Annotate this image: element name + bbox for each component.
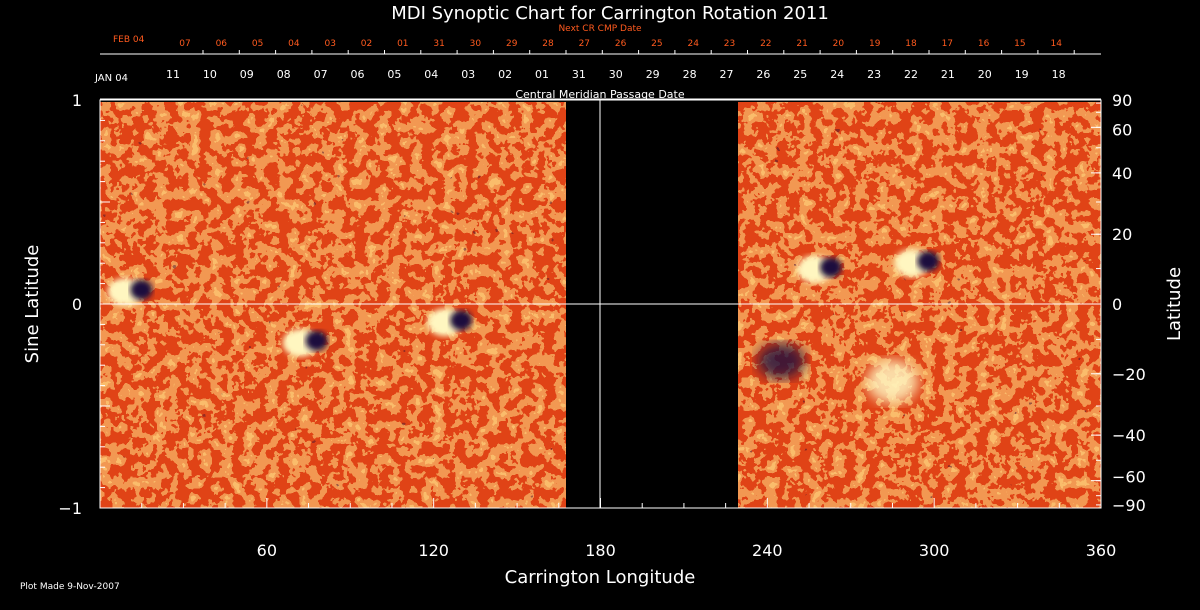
y-axis-left-label: Sine Latitude [22, 245, 43, 364]
current-date: 08 [277, 68, 291, 81]
next-cr-date: 06 [216, 39, 228, 49]
next-cr-date: 02 [361, 39, 372, 49]
next-cr-date: 23 [724, 39, 735, 49]
next-cr-date: 16 [978, 39, 990, 49]
chart-title: MDI Synoptic Chart for Carrington Rotati… [391, 3, 829, 24]
y-axis-left: 1 0 −1 [58, 91, 110, 518]
next-cr-date: 28 [542, 39, 554, 49]
magnetogram-left-panel [100, 102, 566, 508]
current-month: JAN 04 [94, 73, 128, 84]
y-right-tick-label: 20 [1112, 225, 1132, 244]
next-cr-date: 22 [760, 39, 771, 49]
next-cr-date: 26 [615, 39, 627, 49]
plot-made-footer: Plot Made 9-Nov-2007 [20, 582, 120, 592]
y-right-tick-label: −60 [1112, 468, 1146, 487]
next-cr-date: 07 [179, 39, 190, 49]
current-date: 02 [498, 68, 512, 81]
current-date: 29 [646, 68, 660, 81]
next-cr-date: 25 [651, 39, 662, 49]
next-cr-date: 21 [796, 39, 807, 49]
next-cr-label: Next CR CMP Date [558, 24, 642, 34]
next-cr-date: 01 [397, 39, 408, 49]
magnetogram-right-panel [738, 102, 1101, 508]
current-date: 09 [240, 68, 254, 81]
current-date: 24 [830, 68, 844, 81]
y-right-tick-label: 60 [1112, 120, 1132, 139]
negative-polarity-region [757, 343, 806, 380]
y-right-tick-label: −20 [1112, 365, 1146, 384]
next-cr-date: 15 [1014, 39, 1025, 49]
current-date: 18 [1052, 68, 1066, 81]
current-date: 25 [793, 68, 807, 81]
y-left-tick-label: 1 [72, 91, 82, 110]
current-date: 07 [314, 68, 328, 81]
next-cr-date: 03 [324, 39, 335, 49]
next-cr-date: 27 [579, 39, 590, 49]
next-cr-date: 20 [833, 39, 845, 49]
current-cr-axis: JAN 04 11 10 09 08 07 06 05 04 03 02 01 31 30 29 28 27 2… [94, 68, 1101, 101]
x-tick-label: 60 [257, 541, 277, 560]
y-axis-right: 90 60 40 20 0 −20 −40 −60 −90 [1091, 91, 1146, 515]
x-tick-label: 360 [1086, 541, 1117, 560]
next-cr-date: 18 [905, 39, 917, 49]
current-date: 04 [424, 68, 438, 81]
x-axis-label: Carrington Longitude [505, 567, 696, 588]
y-right-tick-label: 90 [1112, 91, 1132, 110]
x-tick-label: 240 [752, 541, 783, 560]
current-date: 31 [572, 68, 586, 81]
x-axis: 60 120 180 240 300 360 [99, 498, 1117, 560]
current-date: 05 [387, 68, 401, 81]
negative-polarity-region [819, 257, 842, 278]
next-cr-date: 14 [1050, 39, 1062, 49]
next-cr-date: 19 [869, 39, 881, 49]
next-cr-date: 05 [252, 39, 263, 49]
current-date: 26 [756, 68, 770, 81]
cmp-label: Central Meridian Passage Date [515, 88, 684, 101]
next-cr-date: 31 [433, 39, 444, 49]
current-date: 30 [609, 68, 623, 81]
next-cr-date: 24 [687, 39, 699, 49]
data-gap [566, 102, 738, 508]
y-axis-right-label: Latitude [1164, 267, 1185, 341]
current-date: 10 [203, 68, 217, 81]
x-tick-label: 120 [418, 541, 449, 560]
current-date: 23 [867, 68, 881, 81]
next-cr-date: 17 [942, 39, 953, 49]
current-date: 19 [1015, 68, 1029, 81]
y-right-tick-label: −90 [1112, 496, 1146, 515]
negative-polarity-region [130, 279, 153, 300]
next-cr-axis: Next CR CMP Date FEB 04 07 06 05 04 03 02 01 31… [100, 24, 1101, 55]
negative-polarity-region [450, 310, 473, 331]
y-right-tick-label: −40 [1112, 426, 1146, 445]
negative-polarity-region [917, 251, 940, 272]
current-date: 01 [535, 68, 549, 81]
current-date: 20 [978, 68, 992, 81]
next-cr-date: 29 [506, 39, 518, 49]
current-date: 22 [904, 68, 918, 81]
y-right-tick-label: 0 [1112, 295, 1122, 314]
x-tick-label: 300 [919, 541, 950, 560]
y-left-tick-label: 0 [72, 295, 82, 314]
current-date: 28 [683, 68, 697, 81]
positive-polarity-region [866, 359, 919, 404]
current-date: 11 [166, 68, 180, 81]
current-date: 21 [941, 68, 955, 81]
current-date: 03 [461, 68, 475, 81]
x-tick-label: 180 [585, 541, 616, 560]
next-cr-month: FEB 04 [113, 35, 145, 45]
next-cr-date: 30 [470, 39, 482, 49]
current-date: 06 [351, 68, 365, 81]
next-cr-date: 04 [288, 39, 300, 49]
current-date: 27 [720, 68, 734, 81]
y-left-tick-label: −1 [58, 499, 82, 518]
y-right-tick-label: 40 [1112, 164, 1132, 183]
negative-polarity-region [305, 330, 328, 351]
